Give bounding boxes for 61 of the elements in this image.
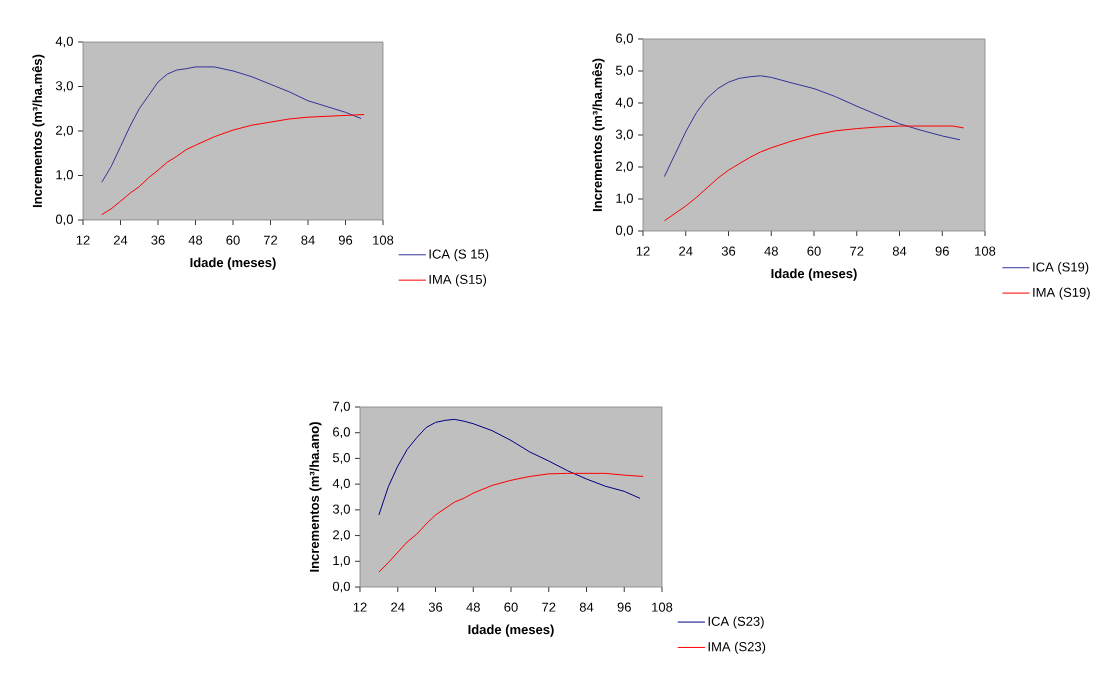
y-tick-label: 2,0 [56,125,73,137]
x-tick-label: 24 [113,235,128,245]
y-tick-label: 0,0 [332,581,350,593]
line-series [378,418,641,516]
x-tick-label: 36 [721,246,736,256]
x-axis-title: Idade (meses) [468,624,554,637]
y-tick-label: 2,0 [333,530,350,541]
x-tick-label: 12 [353,602,367,612]
y-tick-label: 0,0 [55,214,73,226]
x-tick-label: 60 [504,602,518,612]
x-tick-label: 96 [617,602,631,612]
x-tick-label: 108 [373,235,394,245]
y-tick-label: 6,0 [616,33,633,45]
x-tick-label: 48 [188,235,203,245]
y-tick-label: 0,0 [615,225,633,237]
x-tick-label: 24 [679,246,693,256]
x-tick-label: 60 [226,235,240,245]
x-tick-label: 72 [850,246,864,256]
y-tick-label: 5,0 [615,65,633,77]
y-axis-title: Incrementos (m³/ha.mês) [592,58,605,212]
legend-label: IMA (S23) [708,641,766,654]
y-tick-label: 1,0 [333,555,350,567]
y-axis-title: Incrementos (m³/ha.ano) [309,422,322,572]
y-tick-label: 5,0 [332,453,350,464]
x-tick-label: 36 [151,235,165,245]
x-tick-label: 72 [263,235,278,245]
x-tick-label: 48 [466,602,480,612]
y-tick-label: 6,0 [333,427,350,439]
y-tick-label: 4,0 [55,36,73,48]
y-tick-label: 3,0 [332,504,350,516]
y-tick-label: 3,0 [615,129,633,141]
x-tick-label: 96 [935,246,949,256]
x-tick-label: 48 [764,246,778,256]
y-tick-label: 4,0 [615,97,633,109]
x-axis-title: Idade (meses) [190,257,276,270]
x-tick-label: 108 [652,602,673,612]
y-tick-label: 1,0 [56,170,73,181]
legend-label: ICA (S23) [708,616,764,629]
legend-label: ICA (S19) [1033,262,1089,275]
x-axis-title: Idade (meses) [771,268,857,281]
legend-label: ICA (S 15) [429,249,489,262]
line-series [663,75,961,178]
x-tick-label: 84 [892,246,907,256]
x-tick-label: 84 [301,235,315,245]
y-tick-label: 4,0 [332,478,350,490]
legend-label: IMA (S19) [1033,287,1090,300]
x-tick-label: 96 [338,235,353,245]
y-tick-label: 2,0 [616,161,633,173]
y-tick-label: 3,0 [55,81,73,92]
x-tick-label: 72 [542,602,556,612]
x-tick-label: 12 [76,235,90,245]
x-tick-label: 24 [391,602,405,612]
y-tick-label: 1,0 [616,193,633,205]
x-tick-label: 84 [579,602,594,612]
x-tick-label: 36 [428,602,443,612]
y-tick-label: 7,0 [333,401,350,413]
y-axis-title: Incrementos (m³/ha.mês) [32,54,45,208]
legend-label: IMA (S15) [429,274,487,287]
x-tick-label: 108 [975,246,996,256]
x-tick-label: 60 [807,246,821,256]
x-tick-label: 12 [636,246,650,256]
